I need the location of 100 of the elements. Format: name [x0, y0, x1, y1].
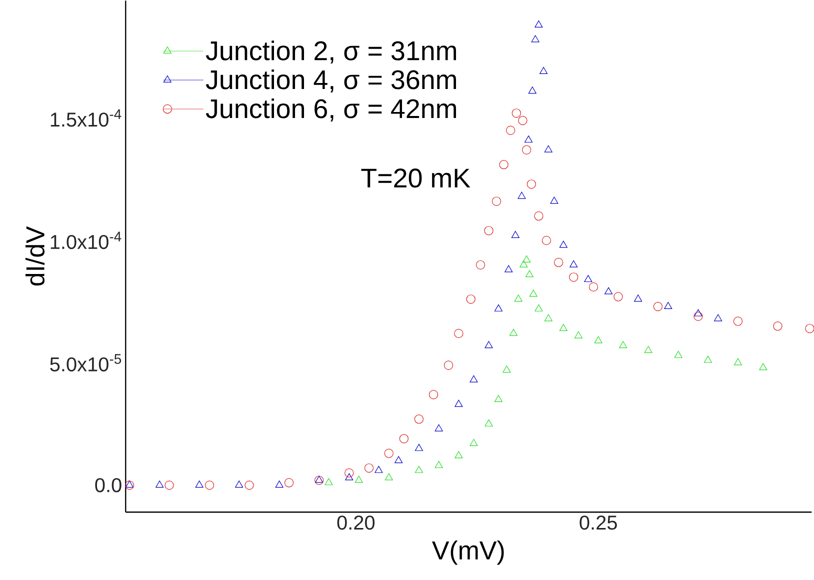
point — [509, 328, 518, 336]
point — [714, 314, 722, 322]
point — [773, 322, 782, 331]
point — [492, 196, 502, 206]
point — [522, 145, 532, 155]
point — [454, 400, 463, 407]
point — [619, 341, 628, 348]
point — [759, 363, 768, 370]
point — [502, 366, 511, 373]
point — [584, 275, 592, 282]
point — [529, 290, 538, 297]
point — [594, 336, 602, 344]
point — [694, 312, 703, 321]
point — [734, 358, 742, 366]
point — [344, 468, 354, 478]
legend-label: Junction 2, σ = 31nm — [206, 40, 456, 64]
point — [531, 35, 540, 42]
point — [484, 341, 493, 348]
point — [454, 451, 463, 458]
point — [694, 309, 702, 316]
point — [494, 304, 502, 312]
point — [244, 480, 254, 490]
point — [364, 464, 374, 473]
point — [466, 294, 476, 304]
point — [528, 86, 536, 94]
point — [384, 448, 394, 458]
point — [569, 272, 578, 282]
point — [384, 473, 393, 480]
point — [434, 424, 443, 432]
point — [524, 136, 533, 143]
point — [470, 375, 478, 382]
point — [514, 294, 522, 302]
point — [520, 260, 528, 268]
point — [704, 356, 712, 363]
point — [476, 260, 486, 270]
y-tick-label: 5.0x10$^{-5}$ — [50, 354, 122, 372]
x-axis-title: V(mV) — [432, 540, 504, 565]
point — [394, 456, 403, 464]
point — [399, 434, 409, 444]
point — [284, 478, 294, 488]
point — [570, 260, 578, 268]
y-tick-label: 1.5x10$^{-4}$ — [50, 109, 122, 127]
point — [434, 461, 443, 468]
point — [164, 480, 174, 490]
point — [604, 287, 613, 294]
point — [526, 180, 536, 189]
point — [504, 265, 513, 272]
point — [554, 258, 564, 268]
y-tick-label: 0.0 — [95, 478, 122, 492]
point — [414, 444, 423, 451]
point — [534, 211, 544, 221]
point — [494, 394, 502, 402]
y-axis-title: dI/dV — [25, 226, 45, 286]
point — [506, 126, 516, 135]
point — [484, 226, 494, 236]
point — [511, 231, 520, 238]
point — [653, 302, 663, 312]
point — [544, 145, 552, 152]
point — [733, 316, 743, 326]
annotation: T=20 mK — [361, 168, 470, 188]
legend-label: Junction 4, σ = 36nm — [206, 70, 456, 93]
y-tick-label: 1.0x10$^{-4}$ — [50, 232, 122, 250]
point — [522, 255, 531, 263]
point — [195, 480, 204, 488]
legend-label: Junction 6, σ = 42nm — [206, 98, 456, 122]
point — [354, 476, 363, 483]
point — [634, 294, 642, 302]
point — [324, 478, 333, 486]
point — [414, 414, 424, 424]
point — [444, 360, 454, 370]
point — [559, 324, 568, 332]
point — [204, 480, 214, 490]
point — [484, 419, 493, 426]
point — [518, 116, 528, 126]
point — [588, 282, 598, 292]
point — [540, 67, 548, 74]
point — [518, 192, 526, 199]
point — [499, 160, 508, 170]
point — [614, 292, 623, 302]
x-tick-label: 0.25 — [580, 516, 617, 530]
point — [544, 314, 552, 322]
point — [542, 236, 552, 246]
point — [559, 240, 568, 248]
point — [574, 331, 582, 338]
point — [534, 20, 543, 28]
point — [428, 390, 438, 400]
point — [470, 439, 478, 446]
point — [525, 270, 534, 278]
point — [550, 196, 558, 204]
point — [156, 480, 164, 488]
point — [512, 108, 521, 118]
point — [345, 473, 354, 480]
point — [374, 466, 383, 473]
point — [454, 328, 464, 338]
x-tick-label: 0.20 — [337, 516, 375, 530]
point — [235, 480, 244, 488]
point — [275, 480, 284, 488]
point — [674, 350, 682, 358]
point — [644, 346, 652, 354]
point — [664, 302, 672, 310]
